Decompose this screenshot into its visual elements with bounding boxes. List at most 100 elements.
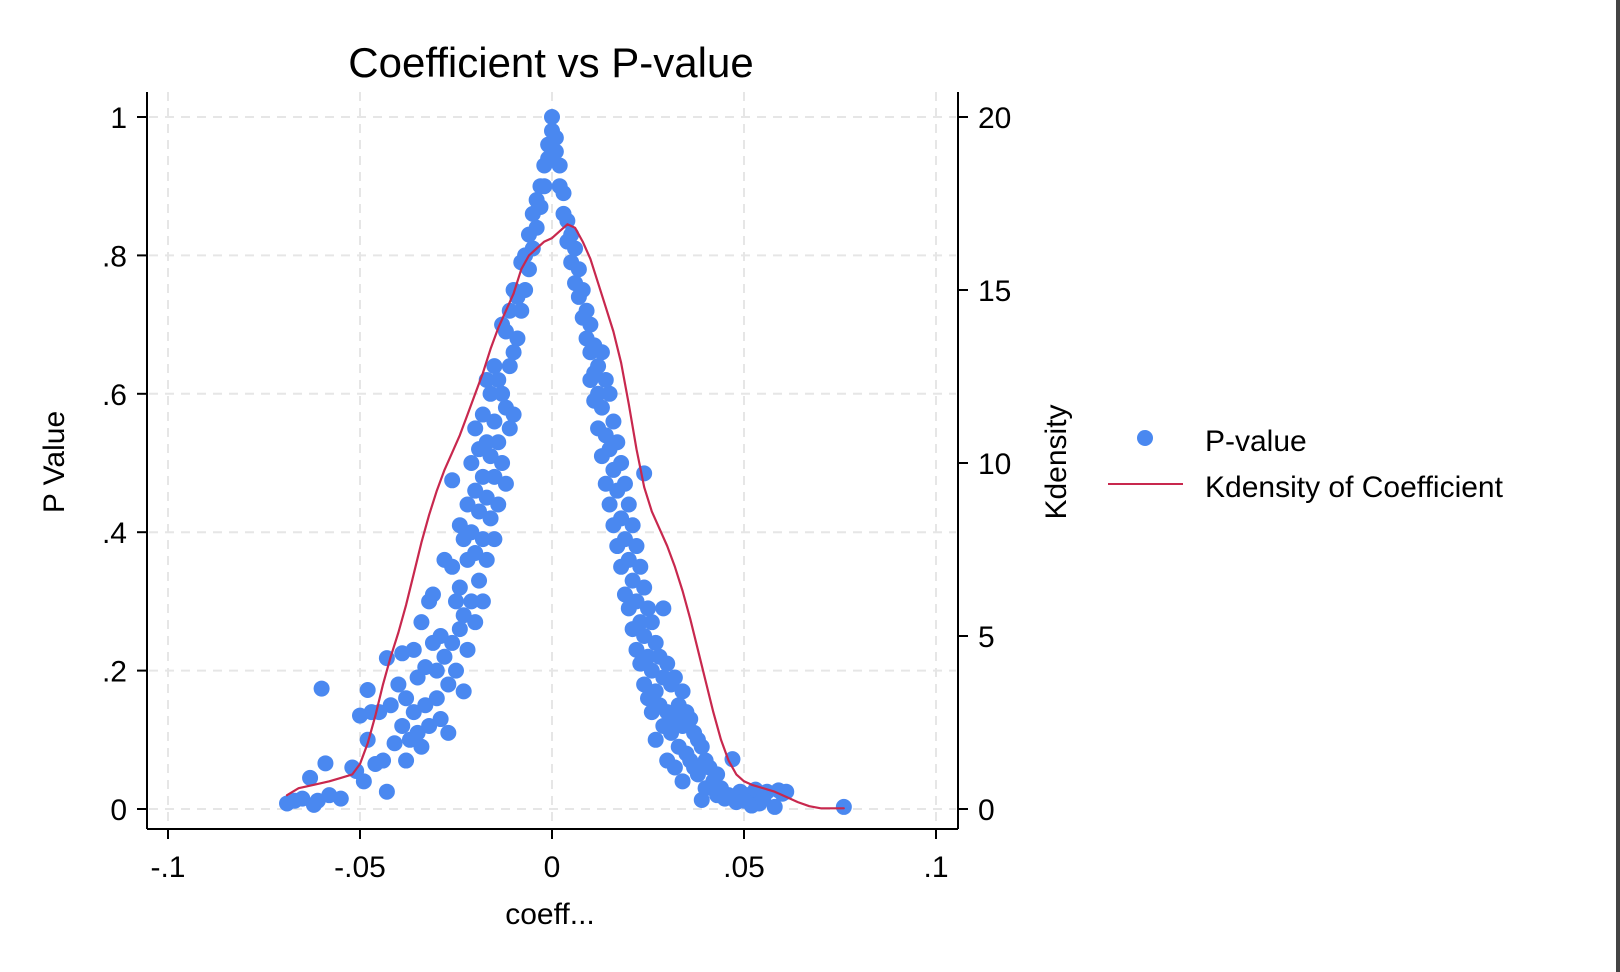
y-tick-label: .6 xyxy=(102,379,127,412)
p-value-point xyxy=(666,759,683,776)
p-value-point xyxy=(482,510,499,527)
p-value-point xyxy=(501,358,518,375)
p-value-point xyxy=(463,593,480,610)
p-value-point xyxy=(628,538,645,555)
p-value-point xyxy=(532,198,549,215)
p-value-point xyxy=(413,738,430,755)
p-value-point xyxy=(332,790,349,807)
p-value-point xyxy=(601,385,618,402)
p-value-point xyxy=(497,323,514,340)
p-value-point xyxy=(494,385,511,402)
y-tick-label: .4 xyxy=(102,517,127,550)
p-value-point xyxy=(689,766,706,783)
p-value-point xyxy=(616,475,633,492)
p-value-point xyxy=(620,496,637,513)
x-tick-label: .05 xyxy=(723,851,765,884)
p-value-point xyxy=(497,475,514,492)
legend-label-p-value: P-value xyxy=(1205,425,1307,458)
p-value-point xyxy=(682,711,699,728)
p-value-point xyxy=(593,399,610,416)
p-value-point xyxy=(528,219,545,236)
p-value-point xyxy=(616,531,633,548)
p-value-point xyxy=(375,752,392,769)
y2-tick-label: 15 xyxy=(978,275,1011,308)
x-tick-label: 0 xyxy=(544,851,561,884)
p-value-point xyxy=(490,434,507,451)
p-value-point xyxy=(424,586,441,603)
p-value-point xyxy=(382,697,399,714)
p-value-point xyxy=(544,109,560,125)
p-value-point xyxy=(597,475,614,492)
p-value-point xyxy=(647,683,664,700)
p-value-point xyxy=(666,669,683,686)
window-edge xyxy=(1616,0,1620,972)
p-value-point xyxy=(643,614,660,631)
p-value-point xyxy=(444,558,461,575)
p-value-point xyxy=(474,468,491,485)
x-tick-label: -.05 xyxy=(334,851,386,884)
p-value-point xyxy=(559,212,576,229)
p-value-point xyxy=(613,455,630,471)
p-value-point xyxy=(474,593,491,610)
p-value-point xyxy=(674,683,691,700)
p-value-point xyxy=(432,628,449,644)
p-value-point xyxy=(474,406,491,423)
p-value-point xyxy=(413,614,430,631)
y-tick-label: .8 xyxy=(102,240,127,273)
p-value-point xyxy=(505,406,522,423)
p-value-point xyxy=(547,143,564,160)
p-value-point xyxy=(570,261,587,278)
y2-axis-label: Kdensity xyxy=(1040,404,1073,519)
p-value-point xyxy=(555,185,572,202)
p-value-point xyxy=(474,531,491,548)
p-value-point xyxy=(593,344,610,361)
p-value-point xyxy=(628,641,645,658)
p-value-point xyxy=(486,531,503,548)
p-value-point xyxy=(405,704,422,721)
p-value-point xyxy=(478,551,495,568)
p-value-point xyxy=(482,448,499,465)
p-value-point xyxy=(567,240,584,257)
p-value-point xyxy=(471,503,488,520)
legend-label-kdensity: Kdensity of Coefficient xyxy=(1205,471,1504,504)
grid-layer xyxy=(149,92,956,827)
p-value-point xyxy=(378,783,395,800)
p-value-point xyxy=(590,385,607,402)
p-value-point xyxy=(517,282,534,298)
p-value-point xyxy=(421,717,438,734)
p-value-point xyxy=(463,455,480,471)
p-value-point xyxy=(636,676,653,693)
p-value-point xyxy=(440,724,457,741)
p-value-point xyxy=(405,641,422,658)
p-value-point xyxy=(501,420,518,437)
p-value-point xyxy=(355,773,372,790)
p-value-point xyxy=(478,434,495,451)
p-value-point xyxy=(536,178,553,195)
p-value-point xyxy=(448,662,464,679)
p-value-point xyxy=(605,413,622,430)
p-value-point xyxy=(590,358,607,375)
p-value-point xyxy=(428,690,445,707)
p-value-point xyxy=(709,766,726,783)
p-value-point xyxy=(467,482,484,499)
p-value-point xyxy=(486,468,503,485)
p-value-point xyxy=(663,724,680,741)
p-value-point xyxy=(494,455,511,471)
p-value-point xyxy=(640,648,656,665)
p-value-point xyxy=(505,344,522,361)
p-value-point xyxy=(574,282,591,298)
p-value-point xyxy=(601,496,618,513)
p-value-point xyxy=(448,593,464,610)
p-value-point xyxy=(444,472,461,489)
p-value-point xyxy=(597,371,614,388)
p-value-point xyxy=(509,330,526,347)
p-value-point xyxy=(467,614,484,631)
scatter-points xyxy=(279,109,852,815)
p-value-point xyxy=(313,680,330,697)
p-value-point xyxy=(398,752,415,769)
p-value-point xyxy=(490,371,507,388)
p-value-point xyxy=(486,358,503,375)
p-value-point xyxy=(455,607,472,624)
p-value-point xyxy=(455,683,472,700)
